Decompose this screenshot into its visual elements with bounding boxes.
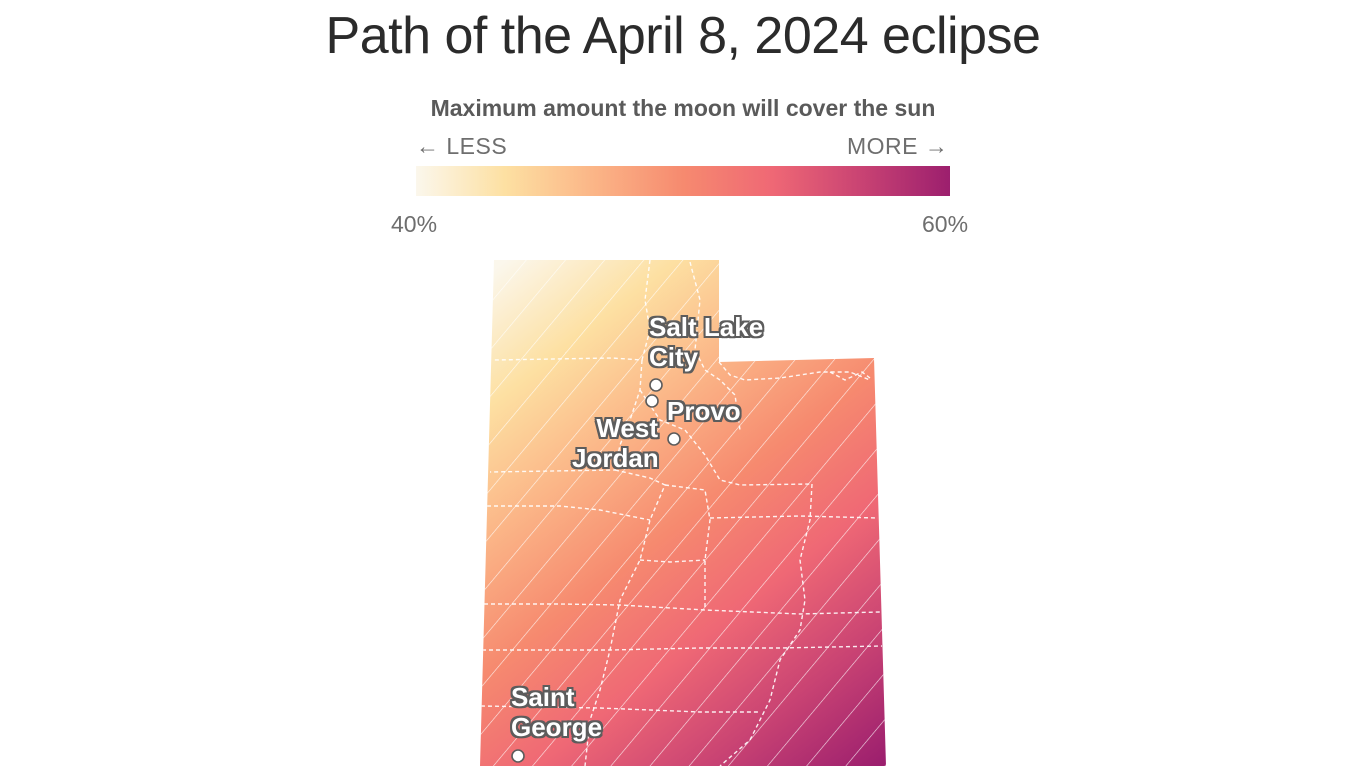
city-label-line: Provo xyxy=(667,396,741,426)
city-marker-salt-lake-city xyxy=(649,378,663,392)
state-shape xyxy=(480,260,886,766)
city-label-west-jordan-line2: Jordan xyxy=(572,443,659,473)
city-markers xyxy=(511,378,681,763)
city-label-line: Salt Lake xyxy=(649,312,764,342)
city-label-provo: Provo xyxy=(667,396,741,426)
city-label-line: Saint xyxy=(511,682,575,712)
legend-max-label: 60% xyxy=(922,211,969,237)
legend-title: Maximum amount the moon will cover the s… xyxy=(430,95,936,121)
city-label-line: Jordan xyxy=(572,443,659,473)
legend-less-label: ← LESS xyxy=(416,133,508,159)
city-label-line: City xyxy=(649,342,699,372)
legend-more-label: MORE → xyxy=(847,133,949,159)
city-label-saint-george: Saint George xyxy=(511,682,602,742)
city-label-line: George xyxy=(511,712,603,742)
city-marker-saint-george xyxy=(511,749,525,763)
map-title: Path of the April 8, 2024 eclipse xyxy=(325,7,1041,65)
legend-color-bar xyxy=(416,166,950,196)
legend-min-label: 40% xyxy=(391,211,438,237)
city-marker-provo xyxy=(667,432,681,446)
city-label-line: West xyxy=(596,413,658,443)
city-marker-west-jordan xyxy=(645,394,659,408)
city-label-salt-lake-city: Salt Lake City xyxy=(649,312,763,372)
county-borders xyxy=(480,260,883,766)
city-label-west-jordan: West xyxy=(588,413,658,443)
